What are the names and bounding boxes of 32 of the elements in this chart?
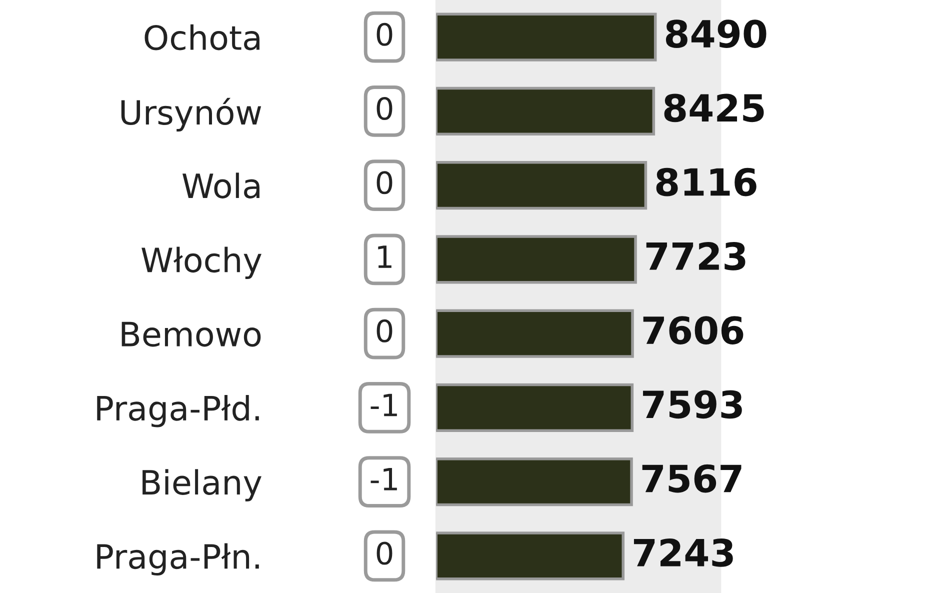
data-label: 7593 [643,390,742,419]
y-tick-label: Ursynów [121,98,262,132]
data-label: 8425 [664,94,764,122]
y-tick-label: Bielany [142,469,262,502]
bar [436,309,634,358]
y-tick-label: Włochy [142,246,262,280]
data-label: 7723 [646,242,746,270]
data-label: 7567 [642,464,742,493]
data-label: 8116 [656,168,756,196]
text: 0 [376,96,392,120]
y-tick-label: Praga-Płn. [97,543,259,576]
bar [436,160,648,210]
text: -1 [370,468,397,490]
data-label: 8490 [666,20,766,48]
y-tick-label: Wola [182,172,260,198]
data-label: 7606 [643,316,744,344]
bar [436,532,625,580]
text: 0 [376,22,392,46]
text: 0 [376,319,392,342]
bar [436,383,634,432]
bar [436,457,633,506]
bar [436,235,637,284]
y-tick-label: Bemowo [122,322,261,347]
y-tick-label: Ochota [144,24,260,50]
text: -1 [370,394,397,416]
text: 0 [376,171,392,194]
bar [436,86,656,136]
data-label: 7243 [634,538,733,567]
y-tick-label: Praga-Płd. [97,395,259,428]
bar [436,12,657,62]
text: 0 [376,542,392,565]
text: 1 [378,246,392,268]
